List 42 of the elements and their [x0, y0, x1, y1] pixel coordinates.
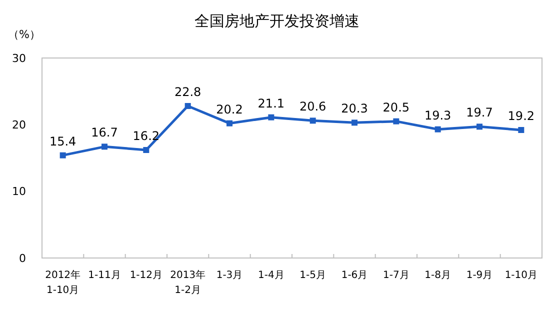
y-tick-label: 30 — [12, 52, 26, 65]
point — [60, 152, 66, 158]
point — [102, 144, 108, 150]
y-tick-label: 20 — [12, 118, 26, 132]
x-tick-label: 1-5月 — [300, 270, 326, 281]
x-tick-label: 1-11月 — [88, 270, 121, 281]
data-label: 19.2 — [508, 109, 535, 123]
data-label: 19.7 — [466, 106, 493, 120]
point — [476, 124, 482, 130]
data-label: 20.5 — [382, 100, 410, 114]
x-tick-label: 1-6月 — [341, 270, 368, 281]
point — [518, 127, 524, 133]
point — [143, 147, 150, 153]
point — [352, 120, 358, 126]
y-tick-label: 0 — [19, 252, 26, 265]
data-label: 16.7 — [91, 126, 118, 140]
data-label: 22.8 — [174, 85, 202, 99]
data-label: 21.1 — [258, 96, 285, 110]
y-tick-label: 10 — [12, 185, 26, 198]
data-label: 16.2 — [132, 129, 160, 143]
x-tick-label: 1-3月 — [216, 270, 243, 281]
chart-title: 全国房地产开发投资增速 — [194, 12, 360, 30]
x-tick-label: 1-7月 — [382, 270, 410, 281]
x-tick-label: 1-12月 — [130, 270, 163, 281]
data-label: 19.3 — [424, 108, 452, 122]
y-axis-title: （%） — [8, 28, 40, 41]
x-tick-label: 2013年 1-2月 — [170, 269, 206, 296]
point — [268, 114, 274, 120]
x-tick-label: 1-4月 — [258, 270, 284, 281]
x-tick-label: 1-8月 — [424, 270, 452, 281]
data-label: 20.6 — [299, 100, 326, 114]
x-tick-label: 1-10月 — [504, 270, 538, 281]
x-tick-label: 2012年 1-10月 — [45, 269, 81, 296]
point — [393, 118, 400, 124]
point — [310, 118, 316, 124]
data-label: 20.2 — [216, 102, 243, 116]
point — [184, 103, 191, 109]
point — [434, 126, 441, 132]
x-tick-label: 1-9月 — [466, 270, 493, 281]
data-label: 20.3 — [341, 102, 368, 116]
point — [226, 120, 232, 126]
data-label: 15.4 — [49, 134, 76, 148]
